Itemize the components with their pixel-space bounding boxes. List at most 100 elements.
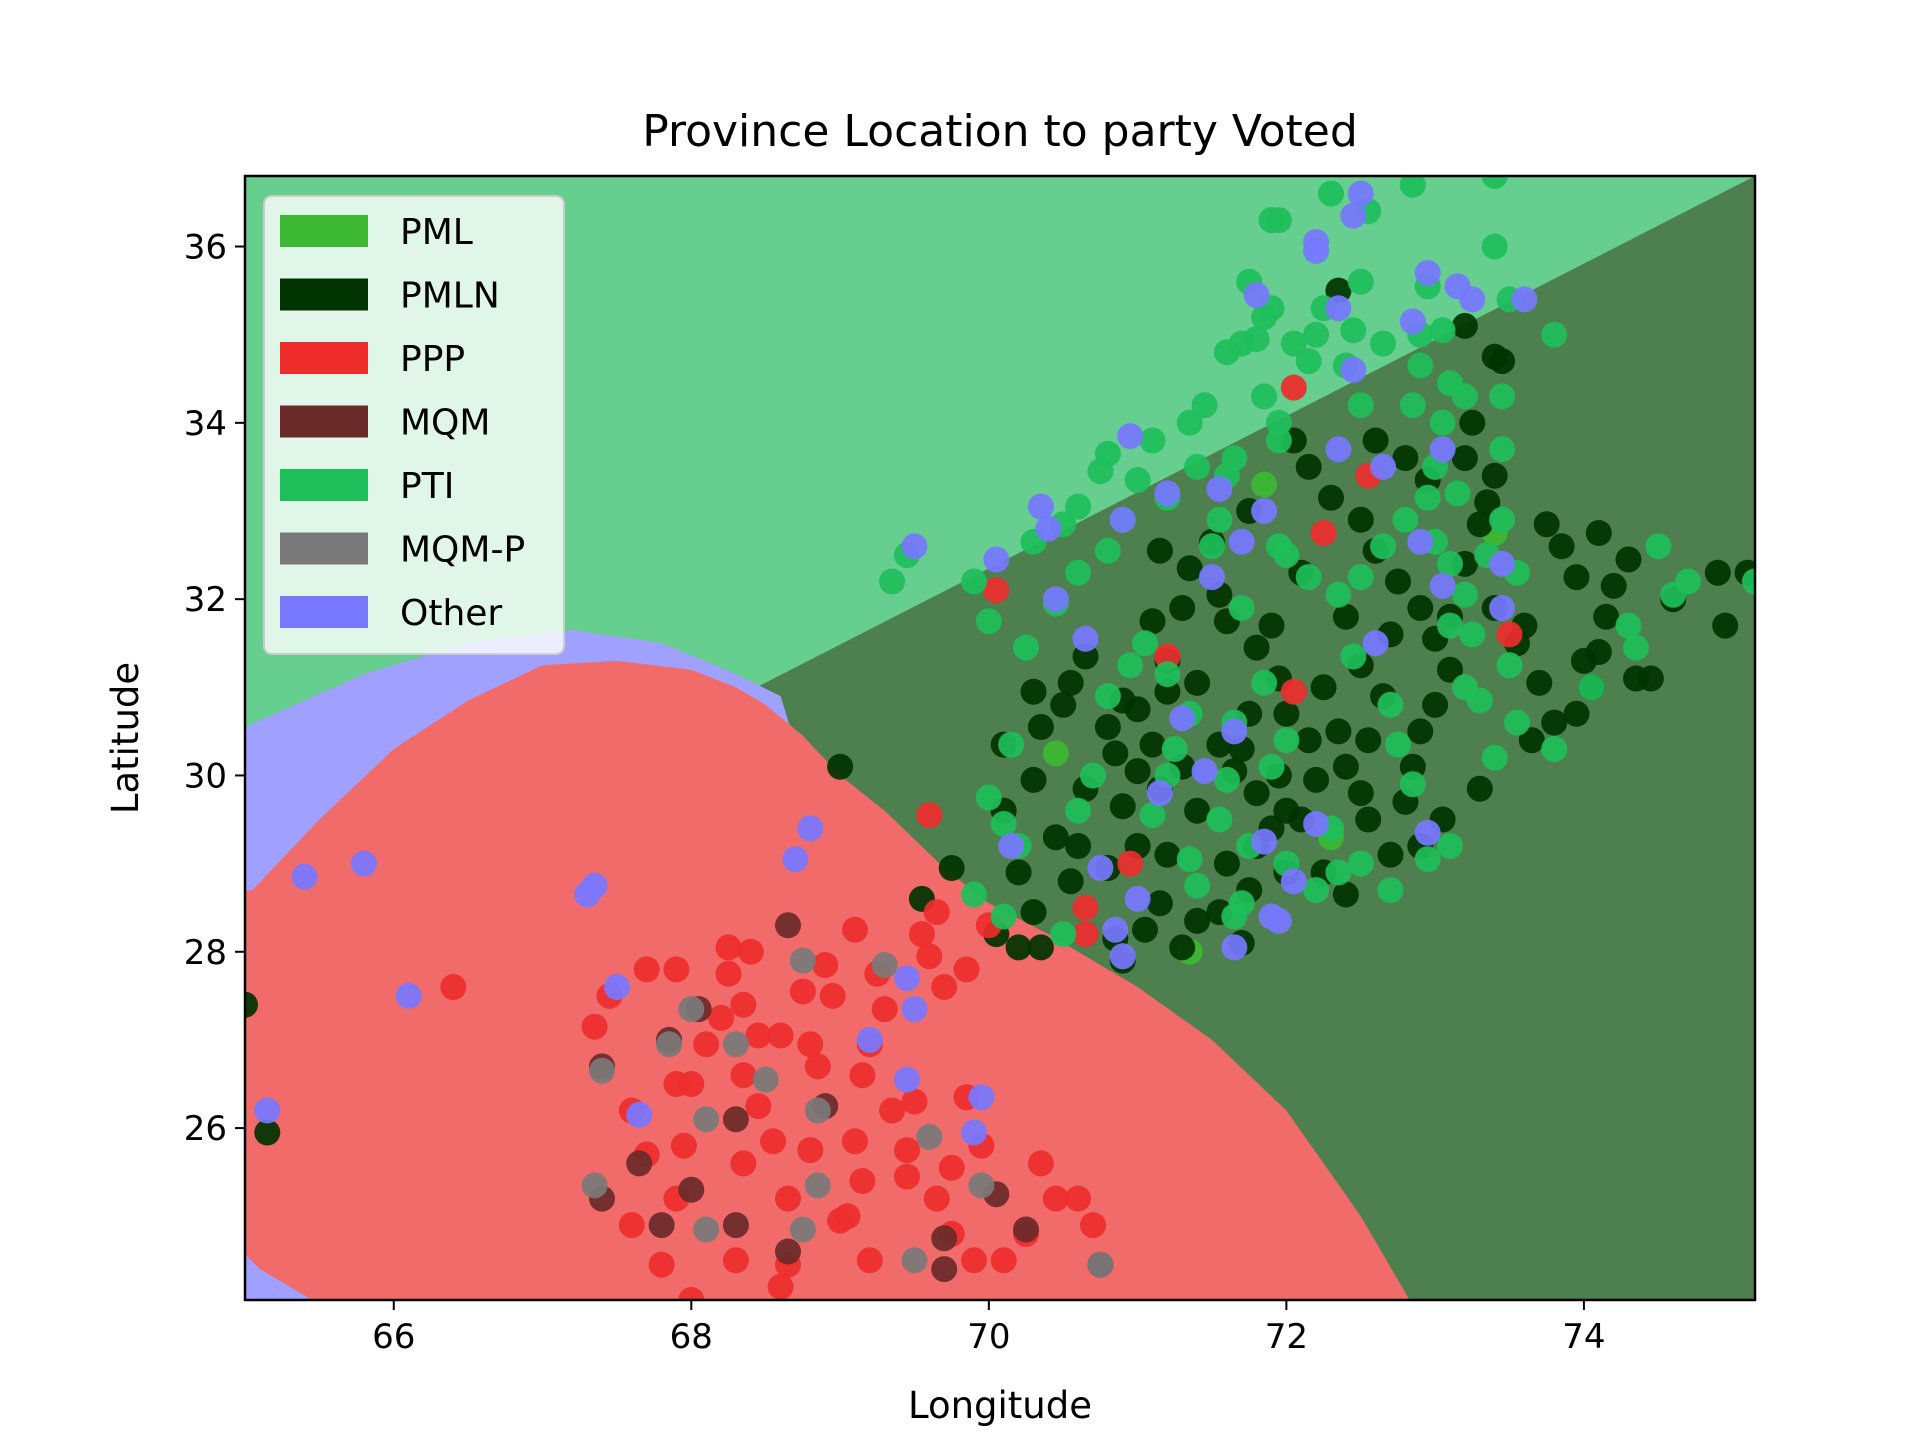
point-mqm-p xyxy=(968,1172,995,1199)
point-ppp xyxy=(923,1185,950,1212)
point-other xyxy=(1169,705,1196,732)
point-pti xyxy=(1451,581,1478,608)
point-pmln xyxy=(1332,753,1359,780)
legend-swatch-other xyxy=(280,596,368,628)
point-pti xyxy=(961,881,987,908)
point-other xyxy=(1347,180,1374,207)
point-pti xyxy=(1094,440,1121,467)
point-other xyxy=(1124,885,1151,912)
point-other xyxy=(901,996,928,1023)
point-pti xyxy=(1340,643,1367,670)
point-pmln xyxy=(1065,833,1092,859)
point-ppp xyxy=(842,1128,868,1155)
point-other xyxy=(1325,436,1352,463)
point-pmln xyxy=(1481,343,1508,370)
point-other xyxy=(1221,934,1248,961)
chart-title: Province Location to party Voted xyxy=(642,106,1358,157)
point-ppp xyxy=(670,1132,697,1159)
point-pti xyxy=(1303,321,1330,348)
point-pmln xyxy=(1637,665,1664,692)
point-pti xyxy=(1050,921,1077,948)
point-ppp xyxy=(804,1053,831,1080)
point-pti xyxy=(1444,480,1471,507)
point-other xyxy=(1407,528,1434,555)
point-pti xyxy=(1251,669,1278,696)
point-other xyxy=(894,1066,920,1093)
point-ppp xyxy=(715,960,742,987)
point-other xyxy=(961,1119,987,1146)
point-pmln xyxy=(1310,674,1337,701)
point-pmln xyxy=(1146,890,1173,917)
y-tick-label: 26 xyxy=(184,1109,227,1149)
point-mqm xyxy=(722,1106,749,1133)
point-ppp xyxy=(938,1154,965,1181)
point-pti xyxy=(1451,383,1478,410)
point-pti xyxy=(1184,872,1211,899)
point-pti xyxy=(1481,176,1508,189)
point-pmln xyxy=(1518,727,1545,754)
point-pti xyxy=(1429,409,1456,436)
legend-swatch-pmln xyxy=(280,278,368,311)
point-other xyxy=(1511,286,1538,313)
point-pmln xyxy=(1243,780,1270,807)
point-other xyxy=(1109,943,1136,970)
point-pti xyxy=(1370,533,1397,560)
point-pmln xyxy=(1437,656,1463,683)
point-pmln xyxy=(1169,595,1196,621)
point-pti xyxy=(1541,736,1568,762)
point-pmln xyxy=(1124,758,1151,785)
point-pti xyxy=(1675,568,1702,595)
point-pti xyxy=(1176,409,1203,436)
point-pmln xyxy=(1042,824,1069,851)
point-other xyxy=(1489,595,1516,621)
point-ppp xyxy=(678,1071,705,1097)
point-mqm-p xyxy=(752,1066,779,1093)
point-other xyxy=(1489,550,1516,577)
point-mqm-p xyxy=(1087,1251,1114,1278)
point-pti xyxy=(1615,612,1642,639)
point-mqm-p xyxy=(693,1106,720,1133)
point-other xyxy=(1221,718,1248,745)
point-other xyxy=(1429,572,1456,599)
point-ppp xyxy=(693,1031,720,1058)
point-other xyxy=(1251,828,1278,855)
point-pmln xyxy=(1169,934,1196,961)
point-other xyxy=(856,1026,883,1053)
point-other xyxy=(1459,286,1486,313)
point-pti xyxy=(1325,581,1352,608)
point-other xyxy=(1146,780,1173,807)
point-other xyxy=(603,974,630,1000)
point-pmln xyxy=(1027,714,1054,740)
point-pml xyxy=(1251,471,1278,498)
point-pmln xyxy=(1243,634,1270,661)
plot-frame xyxy=(243,174,1757,1302)
point-pmln xyxy=(1020,766,1047,793)
point-other xyxy=(968,1084,995,1111)
point-pti xyxy=(975,608,1002,635)
plot-area xyxy=(245,176,1755,1300)
point-ppp xyxy=(856,1247,883,1274)
point-other xyxy=(1087,855,1114,881)
point-pmln xyxy=(1563,700,1590,727)
point-pmln xyxy=(1377,841,1404,868)
point-pmln xyxy=(1355,727,1382,754)
point-other xyxy=(797,815,824,842)
point-pti xyxy=(879,568,906,595)
point-ppp xyxy=(894,1163,920,1190)
point-pti xyxy=(1437,612,1463,639)
point-pmln xyxy=(1385,568,1411,595)
point-other xyxy=(1199,564,1225,591)
point-ppp xyxy=(983,577,1010,604)
point-pti xyxy=(998,731,1025,758)
point-pti xyxy=(1489,383,1516,410)
point-other xyxy=(1228,528,1255,555)
point-pmln xyxy=(1474,489,1501,516)
point-ppp xyxy=(760,1128,787,1155)
point-pmln xyxy=(245,991,258,1018)
point-ppp xyxy=(678,1287,705,1300)
point-pmln xyxy=(1273,700,1300,727)
legend-label-pmln: PMLN xyxy=(400,276,500,317)
point-ppp xyxy=(1280,678,1307,705)
point-ppp xyxy=(842,916,868,943)
point-pmln xyxy=(1392,445,1419,472)
